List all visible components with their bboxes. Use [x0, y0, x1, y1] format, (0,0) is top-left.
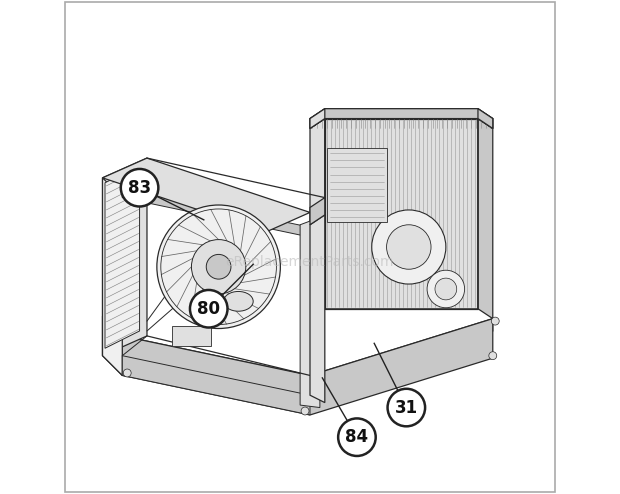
Polygon shape — [325, 119, 478, 309]
Polygon shape — [310, 119, 325, 319]
Circle shape — [190, 290, 228, 328]
Polygon shape — [300, 217, 320, 408]
Circle shape — [489, 352, 497, 360]
Text: 84: 84 — [345, 428, 368, 446]
Circle shape — [121, 169, 158, 206]
Polygon shape — [478, 109, 493, 128]
Circle shape — [491, 317, 499, 325]
Polygon shape — [327, 148, 387, 222]
Circle shape — [338, 418, 376, 456]
Text: 31: 31 — [395, 399, 418, 416]
Polygon shape — [310, 109, 493, 128]
FancyBboxPatch shape — [172, 326, 211, 346]
Ellipse shape — [224, 291, 253, 311]
Polygon shape — [122, 188, 310, 237]
Circle shape — [157, 205, 280, 329]
Polygon shape — [478, 119, 493, 319]
Circle shape — [388, 389, 425, 426]
Circle shape — [372, 210, 446, 284]
Circle shape — [192, 240, 246, 294]
Polygon shape — [310, 109, 325, 128]
Circle shape — [123, 369, 131, 377]
Polygon shape — [102, 316, 122, 375]
Text: 80: 80 — [197, 300, 220, 318]
Polygon shape — [122, 319, 493, 415]
Circle shape — [301, 407, 309, 415]
Polygon shape — [102, 178, 122, 375]
Polygon shape — [102, 158, 147, 356]
Polygon shape — [310, 109, 493, 128]
Circle shape — [435, 278, 457, 300]
Text: eReplacementParts.com: eReplacementParts.com — [226, 255, 394, 269]
Circle shape — [427, 270, 464, 308]
Polygon shape — [122, 319, 493, 388]
Circle shape — [206, 254, 231, 279]
Text: 83: 83 — [128, 179, 151, 197]
Polygon shape — [122, 356, 310, 415]
Polygon shape — [310, 198, 325, 225]
Polygon shape — [102, 158, 310, 232]
Circle shape — [387, 225, 431, 269]
Polygon shape — [105, 165, 140, 348]
Polygon shape — [310, 215, 325, 403]
